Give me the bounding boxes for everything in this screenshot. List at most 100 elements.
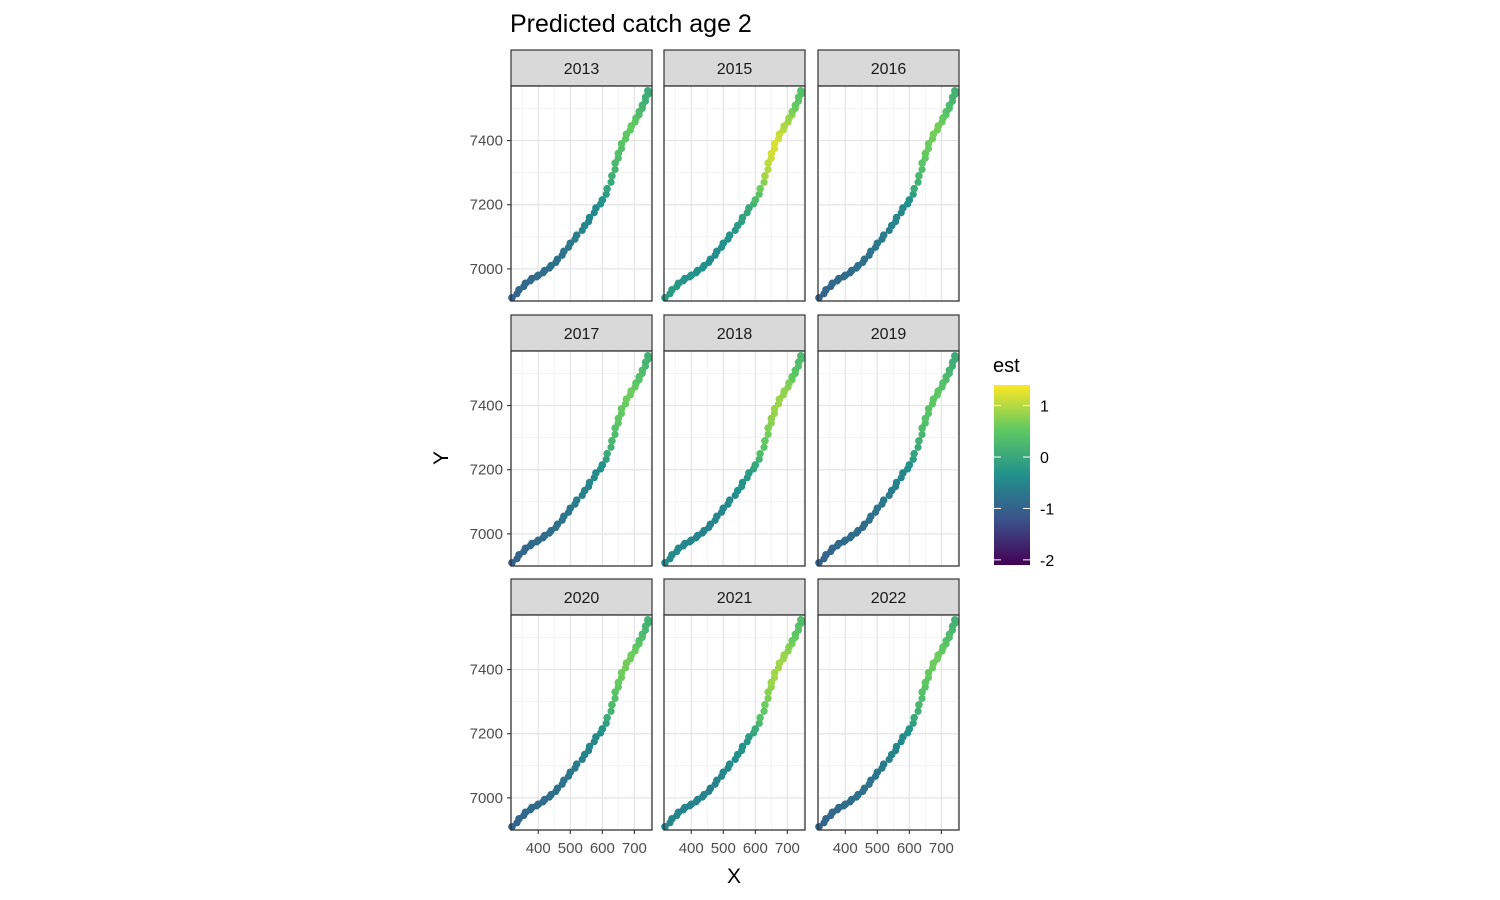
data-point <box>607 443 615 451</box>
data-point <box>761 437 769 445</box>
data-point <box>918 694 926 703</box>
x-tick-label: 600 <box>590 840 615 857</box>
data-point <box>910 184 918 193</box>
facet-strip <box>510 49 653 87</box>
chart-title: Predicted catch age 2 <box>510 10 752 38</box>
data-point <box>764 165 772 174</box>
legend-ticks: 1 0 -1 -2 <box>994 399 1054 570</box>
data-point <box>644 352 652 360</box>
panel-border <box>510 614 653 831</box>
data-point <box>756 184 764 193</box>
legend-colorbar <box>994 385 1030 565</box>
data-point <box>879 760 888 769</box>
data-point <box>608 172 616 180</box>
data-point <box>951 352 959 360</box>
y-axis-label: Y <box>430 451 453 465</box>
data-point <box>738 478 747 487</box>
data-point <box>608 437 616 445</box>
x-tick-label: 700 <box>775 840 800 857</box>
data-point <box>915 437 923 445</box>
panel-border <box>663 614 806 831</box>
data-point <box>598 461 607 469</box>
legend-tick-label: 1 <box>1040 399 1049 416</box>
data-point <box>602 719 610 727</box>
data-point <box>751 725 760 733</box>
data-point <box>915 172 923 180</box>
y-tick-label: 7200 <box>470 462 503 479</box>
data-point <box>755 455 763 463</box>
y-tick-label: 7000 <box>470 261 503 278</box>
x-tick-label: 400 <box>526 840 551 857</box>
data-point <box>909 719 917 727</box>
data-point <box>756 713 764 722</box>
data-point <box>892 213 901 222</box>
facet-strip-label: 2021 <box>717 590 753 607</box>
x-tick-label: 700 <box>929 840 954 857</box>
legend-tick-label: -1 <box>1040 501 1054 518</box>
data-point <box>585 478 594 487</box>
panel-background <box>664 86 805 301</box>
data-point <box>910 449 918 458</box>
data-point <box>661 293 669 302</box>
facet-panel: 2017 7000 7200 7400 <box>470 314 653 567</box>
facet-strip <box>663 578 806 616</box>
data-point <box>761 701 769 709</box>
panel-background <box>818 86 959 301</box>
data-point <box>797 616 805 624</box>
data-point <box>585 213 594 222</box>
facet-panel: 2018 <box>661 314 806 567</box>
data-point <box>603 449 611 458</box>
data-point <box>598 196 607 204</box>
data-point <box>607 178 615 186</box>
y-tick-label: 7200 <box>470 197 503 214</box>
data-point <box>611 694 619 703</box>
facet-strip-label: 2020 <box>564 590 600 607</box>
data-point <box>815 293 823 302</box>
data-point <box>905 725 914 733</box>
facet-strip-label: 2015 <box>717 61 753 78</box>
data-point <box>755 190 763 198</box>
data-point <box>914 443 922 451</box>
facet-panel: 2019 <box>815 314 960 567</box>
data-point <box>892 478 901 487</box>
data-point <box>879 231 888 240</box>
data-point <box>725 496 734 505</box>
data-point <box>611 165 619 174</box>
data-point <box>892 742 901 751</box>
facet-strip <box>510 314 653 352</box>
data-point <box>755 719 763 727</box>
data-point <box>914 178 922 186</box>
data-point <box>572 760 581 769</box>
data-point <box>644 616 652 624</box>
panel-border <box>663 350 806 567</box>
data-point <box>760 178 768 186</box>
data-point <box>760 443 768 451</box>
data-point <box>761 172 769 180</box>
data-point <box>751 461 760 469</box>
data-point <box>572 231 581 240</box>
y-tick-label: 7000 <box>470 526 503 543</box>
legend-tick-label: 0 <box>1040 450 1049 467</box>
data-point <box>738 213 747 222</box>
facet-strip <box>817 578 960 616</box>
data-point <box>879 496 888 505</box>
panel-background <box>511 86 652 301</box>
x-tick-label: 600 <box>897 840 922 857</box>
facet-strip-label: 2018 <box>717 326 753 343</box>
legend-tick-label: -2 <box>1040 553 1054 570</box>
panel-background <box>511 351 652 566</box>
facet-strip-label: 2013 <box>564 61 600 78</box>
x-tick-label: 600 <box>743 840 768 857</box>
facet-strip-label: 2019 <box>871 326 907 343</box>
y-tick-label: 7200 <box>470 726 503 743</box>
data-point <box>764 430 772 439</box>
data-point <box>760 707 768 715</box>
data-point <box>661 558 669 567</box>
panel-background <box>511 615 652 830</box>
x-axis-label: X <box>727 865 741 888</box>
data-point <box>611 430 619 439</box>
facet-strip-label: 2017 <box>564 326 600 343</box>
data-point <box>585 742 594 751</box>
facet-strip-label: 2016 <box>871 61 907 78</box>
data-point <box>725 760 734 769</box>
